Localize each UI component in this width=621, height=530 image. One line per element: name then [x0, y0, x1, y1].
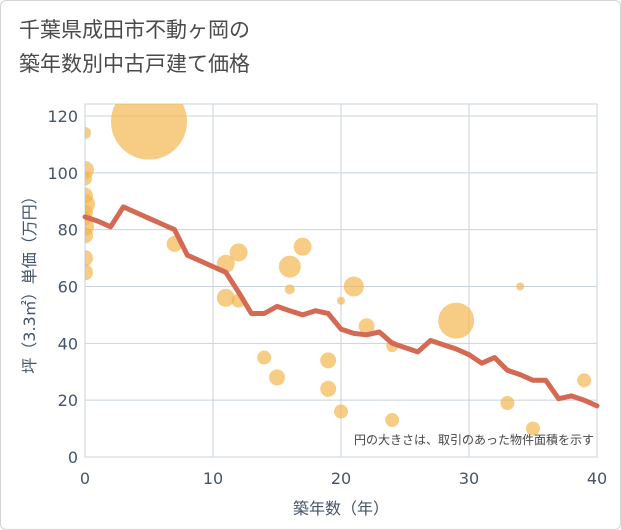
y-tick-label: 60 — [58, 278, 78, 297]
bubble-point — [438, 302, 475, 339]
bubble-point — [343, 276, 364, 297]
plot-border — [84, 103, 598, 458]
bubble-point — [216, 288, 235, 307]
chart-title: 千葉県成田市不動ヶ岡の 築年数別中古戸建て価格 — [19, 13, 250, 81]
bubble-size-note: 円の大きさは、取引のあった物件面積を示す — [354, 432, 594, 447]
y-axis-title: 坪（3.3㎡）単価（万円） — [20, 188, 39, 373]
bubble-point — [500, 396, 515, 411]
x-tick-label: 40 — [587, 469, 607, 488]
bubble-point — [358, 318, 375, 335]
x-tick-label: 0 — [80, 469, 90, 488]
y-tick-label: 100 — [47, 164, 78, 183]
y-tick-label: 40 — [58, 334, 78, 353]
y-tick-label: 20 — [58, 391, 78, 410]
x-tick-labels: 0 10 20 30 40 — [80, 469, 607, 488]
y-tick-label: 120 — [47, 107, 78, 126]
bubble-point — [293, 237, 312, 256]
bubble-point — [111, 104, 187, 160]
bubble-point — [334, 404, 348, 419]
bubble-point — [85, 171, 92, 186]
x-tick-label: 20 — [331, 469, 351, 488]
bubble-layer — [85, 104, 592, 436]
bubble-point — [516, 282, 525, 291]
bubble-point — [320, 380, 337, 397]
trend-line — [82, 204, 600, 409]
bubble-point — [284, 284, 295, 295]
bubble-point — [229, 243, 248, 262]
bubble-point — [85, 250, 93, 267]
x-tick-label: 30 — [459, 469, 479, 488]
y-tick-label: 80 — [58, 221, 78, 240]
bubble-point — [85, 227, 93, 244]
bubble-point — [337, 296, 345, 305]
bubble-point — [577, 373, 592, 388]
bubble-point — [385, 413, 400, 428]
x-axis-title: 築年数（年） — [293, 499, 389, 518]
y-tick-labels: 0 20 40 60 80 100 120 — [47, 107, 78, 467]
bubble-point — [269, 369, 285, 386]
y-tick-label: 0 — [68, 448, 78, 467]
bubble-point — [257, 350, 272, 365]
bubble-point — [526, 421, 540, 436]
chart-title-line-1: 千葉県成田市不動ヶ岡の — [19, 18, 250, 42]
x-tick-label: 10 — [203, 469, 223, 488]
bubble-point — [278, 255, 301, 278]
bubble-point — [85, 264, 93, 281]
bubble-point — [85, 127, 91, 140]
bubble-point — [320, 352, 337, 369]
chart-title-line-2: 築年数別中古戸建て価格 — [19, 52, 250, 76]
